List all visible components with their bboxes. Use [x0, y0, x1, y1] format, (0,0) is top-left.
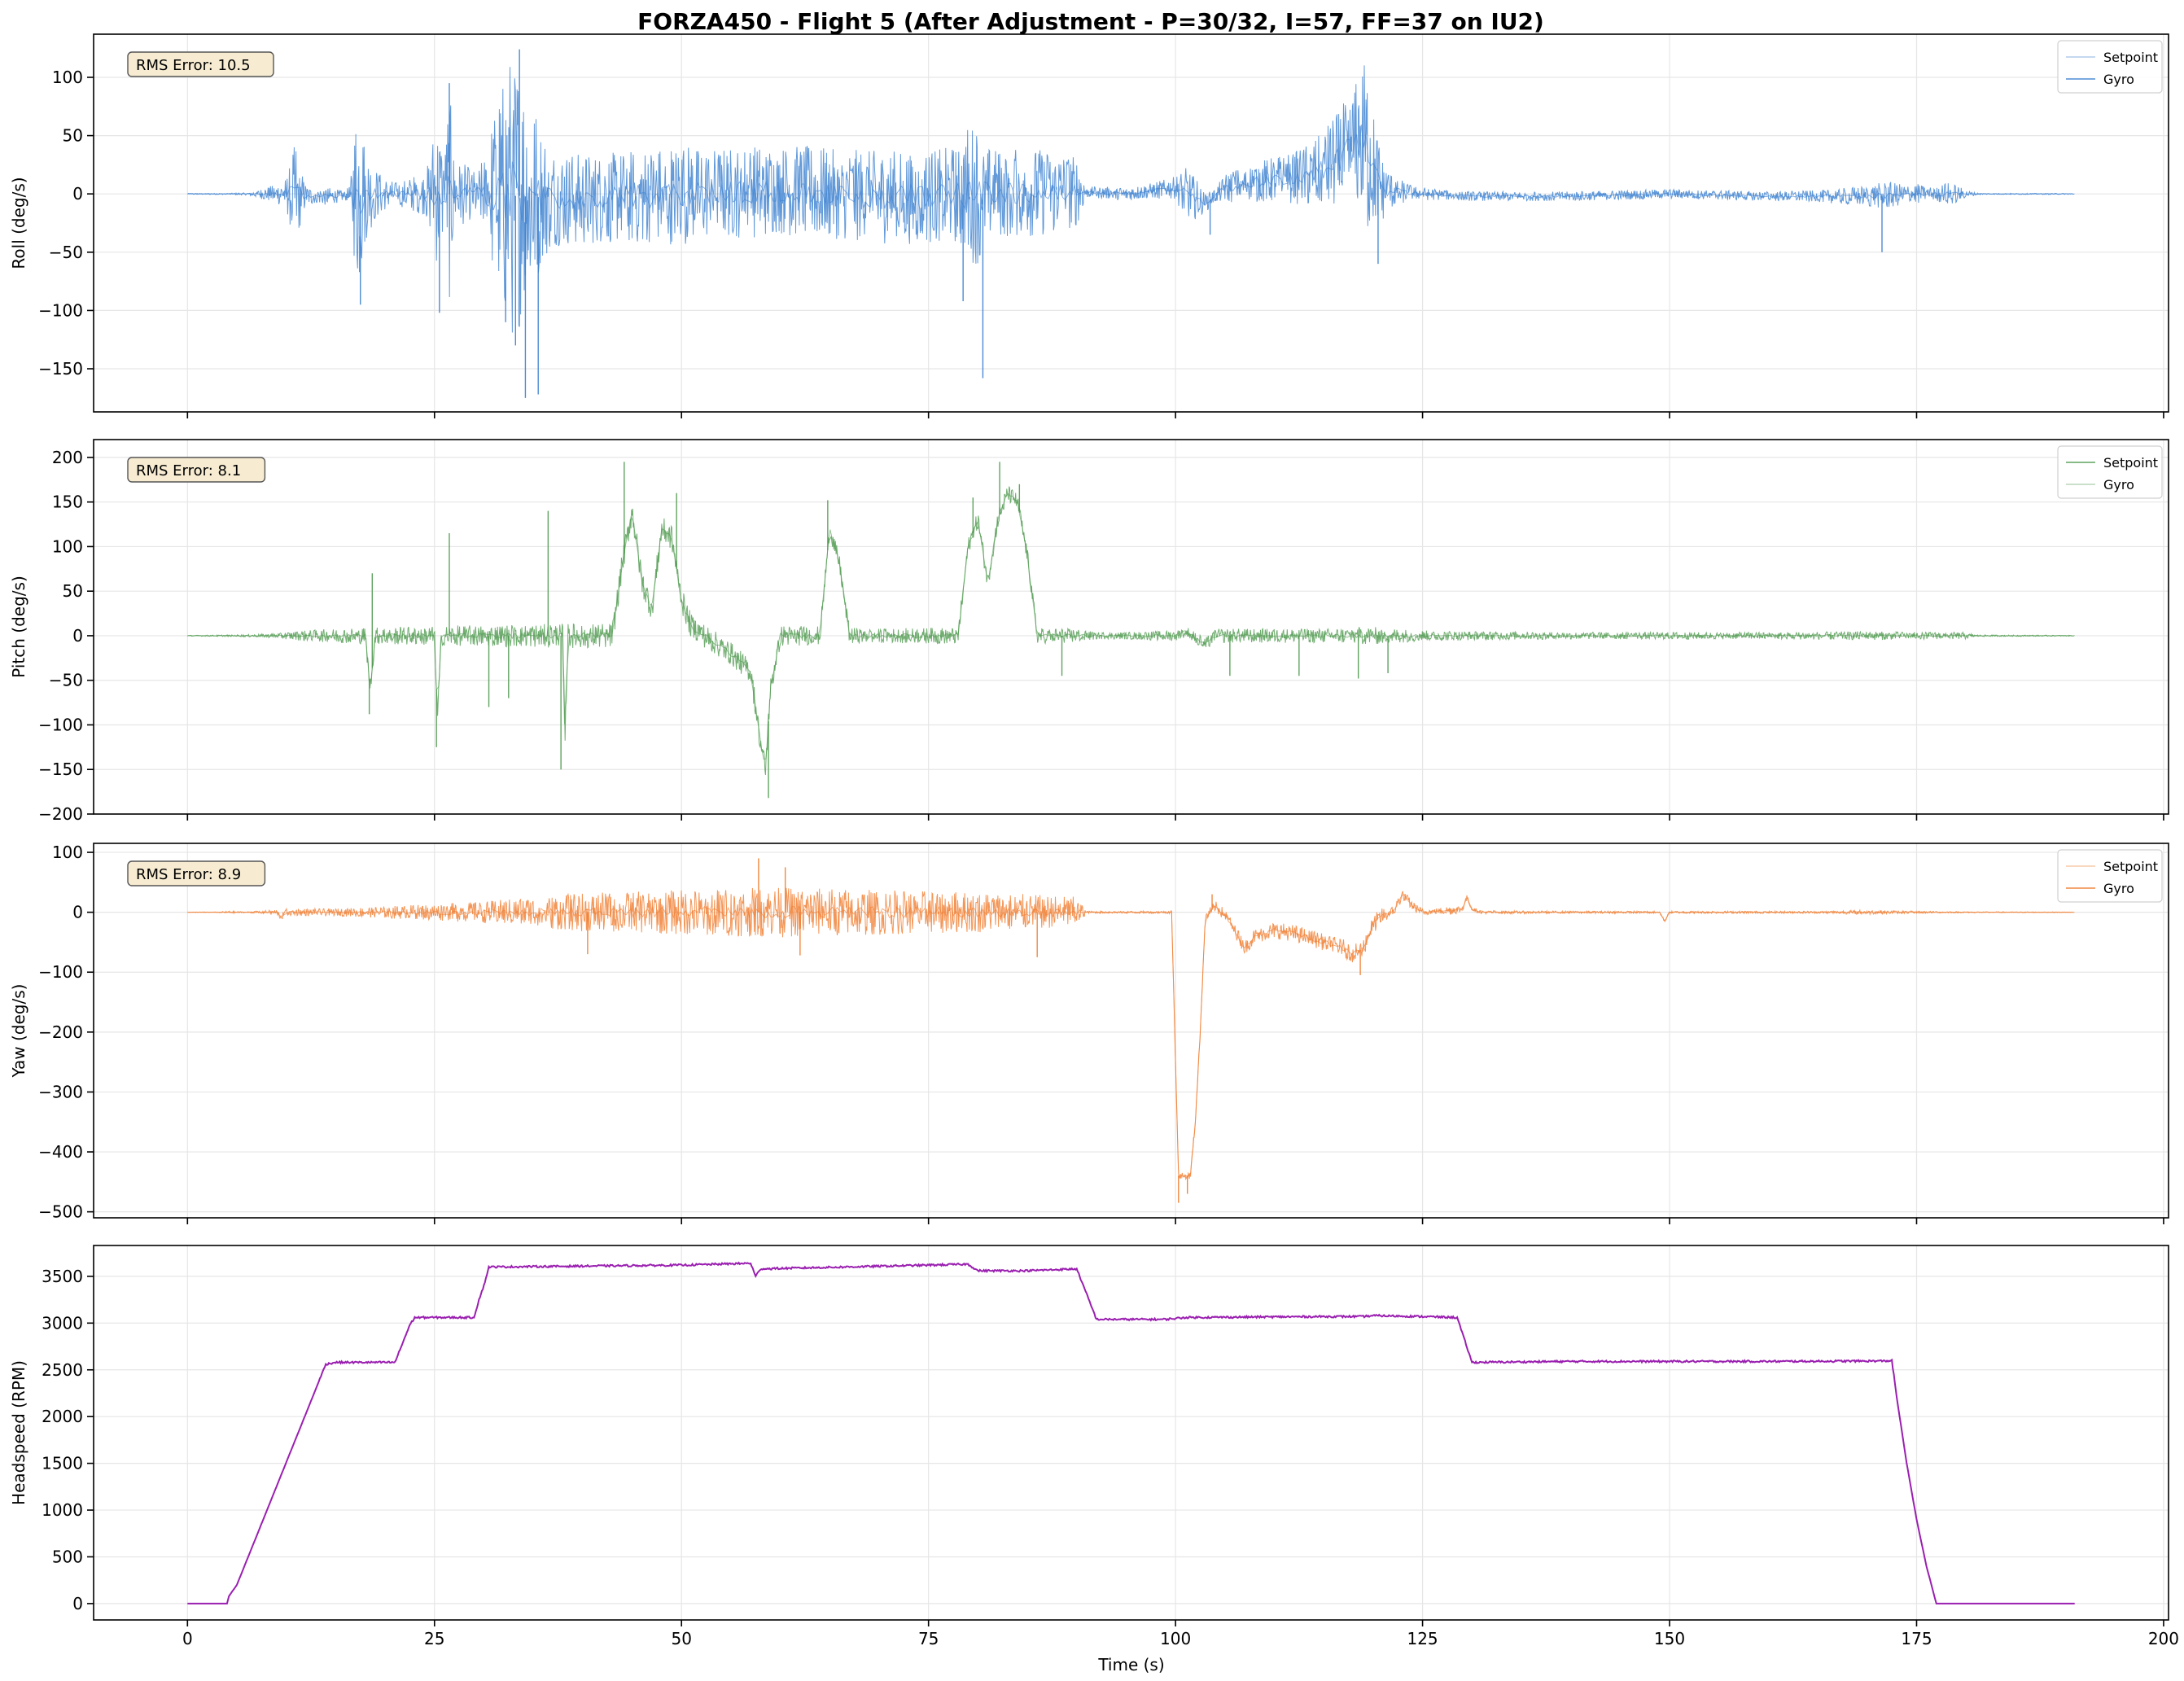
pitch-legend-label-gyro: Gyro: [2103, 477, 2134, 492]
yaw-y-tick-label: 100: [52, 843, 83, 862]
roll-y-tick-label: −100: [38, 300, 83, 320]
pitch-y-tick-label: −100: [38, 715, 83, 734]
roll-y-tick-label: 0: [72, 184, 83, 204]
pitch-y-ticks: −200 −150 −100 −50 0 50 100 150 200: [38, 448, 94, 824]
headspeed-y-tick-label: 2500: [42, 1360, 83, 1380]
yaw-rms-error-badge: RMS Error: 8.9: [127, 860, 266, 886]
yaw-rms-error-box: [127, 860, 266, 886]
roll-plot-area: [187, 49, 2075, 398]
pitch-y-tick-label: 150: [52, 492, 83, 512]
pitch-y-tick-label: −150: [38, 760, 83, 779]
headspeed-panel: 0 25 50 75 100 125 150 175 200050010001500200025…: [9, 1245, 2179, 1648]
headspeed-y-ticks: 0 500 1000 1500 2000 2500 3000 3500: [42, 1267, 94, 1613]
pitch-y-tick-label: 200: [52, 448, 83, 467]
yaw-y-tick-label: −400: [38, 1142, 83, 1162]
headspeed-y-tick-label: 3000: [42, 1313, 83, 1333]
roll-series-gyro: [187, 65, 2075, 333]
headspeed-grid: [94, 1245, 2169, 1620]
roll-rms-error-text: RMS Error: 10.5: [136, 57, 251, 74]
roll-legend-label-setpoint: Setpoint: [2103, 50, 2158, 65]
yaw-y-tick-label: −300: [38, 1082, 83, 1101]
pitch-rms-error-badge: RMS Error: 8.1: [127, 457, 266, 483]
yaw-y-ticks: −500 −400 −300 −200 −100 0 100: [38, 843, 94, 1222]
yaw-plot-area: [187, 858, 2075, 1203]
pitch-y-tick-label: 50: [63, 581, 83, 601]
roll-y-ticks: −150 −100 −50 0 50 100: [38, 68, 94, 379]
headspeed-x-tick-label: 100: [1160, 1629, 1191, 1648]
headspeed-plot-area: [187, 1261, 2075, 1604]
headspeed-y-tick-label: 2000: [42, 1407, 83, 1426]
headspeed-y-tick-label: 1500: [42, 1454, 83, 1473]
yaw-y-tick-label: −500: [38, 1202, 83, 1222]
yaw-y-axis-label: Yaw (deg/s): [9, 984, 28, 1079]
x-axis-label: Time (s): [1097, 1655, 1164, 1674]
pitch-y-axis-label: Pitch (deg/s): [9, 576, 28, 678]
headspeed-x-tick-label: 25: [424, 1629, 444, 1648]
yaw-rms-error-text: RMS Error: 8.9: [136, 866, 241, 883]
headspeed-x-tick-label: 200: [2148, 1629, 2179, 1648]
yaw-legend: Setpoint Gyro: [2057, 849, 2163, 903]
roll-legend-label-gyro: Gyro: [2103, 72, 2134, 87]
roll-y-tick-label: 50: [63, 126, 83, 146]
headspeed-y-axis-label: Headspeed (RPM): [9, 1360, 28, 1505]
roll-x-ticks: [186, 412, 2164, 418]
roll-legend: Setpoint Gyro: [2057, 40, 2163, 94]
roll-y-axis-label: Roll (deg/s): [9, 177, 28, 269]
roll-y-tick-label: −150: [38, 359, 83, 379]
figure-title: FORZA450 - Flight 5 (After Adjustment - …: [637, 8, 1544, 35]
headspeed-x-tick-label: 125: [1407, 1629, 1438, 1648]
pitch-y-tick-label: 0: [72, 626, 83, 646]
headspeed-x-tick-label: 175: [1901, 1629, 1932, 1648]
pitch-plot-area: [187, 462, 2075, 799]
pitch-panel: −200 −150 −100 −50 0 50 100 150 200 Pitch (deg/s)…: [9, 439, 2169, 824]
pitch-series-setpoint: [187, 486, 2075, 776]
roll-legend-box: [2057, 40, 2163, 94]
headspeed-x-ticks: 0 25 50 75 100 125 150 175 200: [182, 1620, 2179, 1648]
headspeed-axes-frame: [93, 1245, 2169, 1621]
yaw-y-tick-label: −200: [38, 1022, 83, 1042]
pitch-y-tick-label: −200: [38, 804, 83, 824]
yaw-series-gyro: [187, 887, 2075, 1180]
headspeed-y-tick-label: 1000: [42, 1500, 83, 1520]
pitch-legend: Setpoint Gyro: [2057, 445, 2163, 499]
yaw-legend-label-setpoint: Setpoint: [2103, 859, 2158, 874]
roll-y-tick-label: −50: [49, 243, 83, 262]
pitch-axes-frame: [93, 439, 2169, 815]
pitch-rms-error-box: [127, 457, 266, 483]
pitch-legend-box: [2057, 445, 2163, 499]
pitch-rms-error-text: RMS Error: 8.1: [136, 462, 241, 479]
headspeed-y-tick-label: 3500: [42, 1267, 83, 1286]
pitch-legend-label-setpoint: Setpoint: [2103, 455, 2158, 471]
roll-y-tick-label: 100: [52, 68, 83, 87]
headspeed-x-tick-label: 75: [918, 1629, 939, 1648]
headspeed-y-tick-label: 0: [72, 1594, 83, 1613]
headspeed-series-line: [187, 1261, 2075, 1604]
yaw-x-ticks: [186, 1218, 2164, 1224]
yaw-y-tick-label: 0: [72, 903, 83, 922]
pitch-y-tick-label: 100: [52, 536, 83, 556]
pitch-x-ticks: [186, 814, 2164, 821]
headspeed-x-tick-label: 150: [1654, 1629, 1685, 1648]
headspeed-x-tick-label: 0: [182, 1629, 193, 1648]
roll-rms-error-badge: RMS Error: 10.5: [127, 51, 274, 77]
yaw-axes-frame: [93, 843, 2169, 1219]
headspeed-y-tick-label: 500: [52, 1547, 83, 1566]
roll-panel: −150 −100 −50 0 50 100 Roll (deg/s) RMS Error: …: [9, 33, 2169, 418]
yaw-panel: −500 −400 −300 −200 −100 0 100 Yaw (deg/s) RMS E…: [9, 843, 2169, 1224]
pitch-y-tick-label: −50: [49, 671, 83, 690]
yaw-legend-box: [2057, 849, 2163, 903]
roll-rms-error-box: [127, 51, 274, 77]
roll-axes-frame: [93, 33, 2169, 413]
yaw-legend-label-gyro: Gyro: [2103, 881, 2134, 896]
headspeed-x-tick-label: 50: [671, 1629, 691, 1648]
yaw-y-tick-label: −100: [38, 962, 83, 982]
